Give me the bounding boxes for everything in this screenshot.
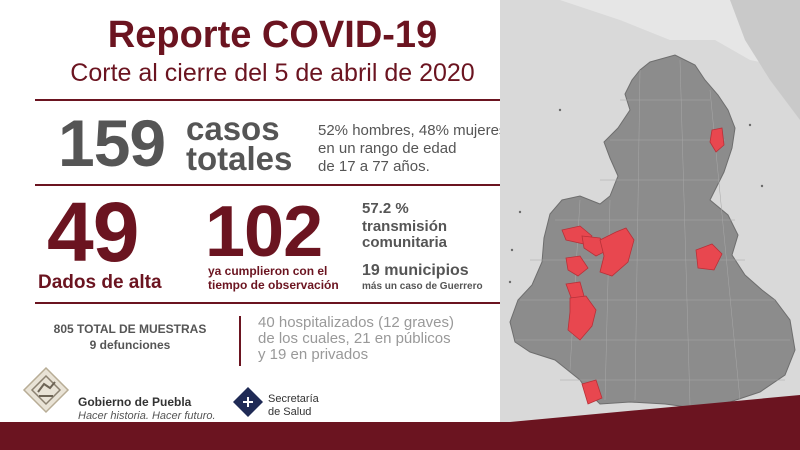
demographics-line-3: de 17 a 77 años. xyxy=(318,158,430,175)
page-title: Reporte COVID-19 xyxy=(107,14,438,56)
health-secretariat-line-1: Secretaría xyxy=(268,393,319,405)
divider-middle xyxy=(35,184,515,186)
puebla-government-logo xyxy=(22,366,70,414)
observation-label-1: ya cumplieron con el xyxy=(208,264,328,278)
transmission-line-1: transmisión xyxy=(362,218,448,235)
observation-number: 102 xyxy=(205,192,323,272)
highlighted-municipalities xyxy=(561,127,725,405)
puebla-map xyxy=(500,0,800,450)
recovered-label: Dados de alta xyxy=(38,272,162,293)
transmission-percent: 57.2 % xyxy=(362,200,409,217)
demographics-line-1: 52% hombres, 48% mujeres xyxy=(318,122,507,139)
total-cases-number: 159 xyxy=(58,106,166,180)
tests-total: 805 TOTAL DE MUESTRAS xyxy=(53,322,207,336)
divider-top xyxy=(35,99,515,101)
government-name: Gobierno de Puebla xyxy=(78,395,192,409)
municipalities-note: más un caso de Guerrero xyxy=(362,281,483,292)
hospital-line-2: de los cuales, 21 en públicos xyxy=(258,330,451,347)
health-secretariat-logo xyxy=(232,386,264,418)
vertical-divider xyxy=(239,316,241,366)
deaths-count: 9 defunciones xyxy=(89,338,171,352)
page-subtitle: Corte al cierre del 5 de abril de 2020 xyxy=(70,59,475,87)
government-slogan: Hacer historia. Hacer futuro. xyxy=(78,410,216,422)
recovered-number: 49 xyxy=(47,185,139,279)
divider-lower xyxy=(35,302,515,304)
observation-label-2: tiempo de observación xyxy=(208,278,339,292)
hospital-line-1: 40 hospitalizados (12 graves) xyxy=(258,314,454,331)
total-cases-label-2: totales xyxy=(186,140,293,177)
transmission-line-2: comunitaria xyxy=(362,234,448,251)
total-cases-label-1: casos xyxy=(186,110,280,147)
hospital-line-3: y 19 en privados xyxy=(258,346,369,363)
demographics-line-2: en un rango de edad xyxy=(318,140,457,157)
health-secretariat-line-2: de Salud xyxy=(268,406,312,418)
municipalities-count: 19 municipios xyxy=(362,262,469,279)
